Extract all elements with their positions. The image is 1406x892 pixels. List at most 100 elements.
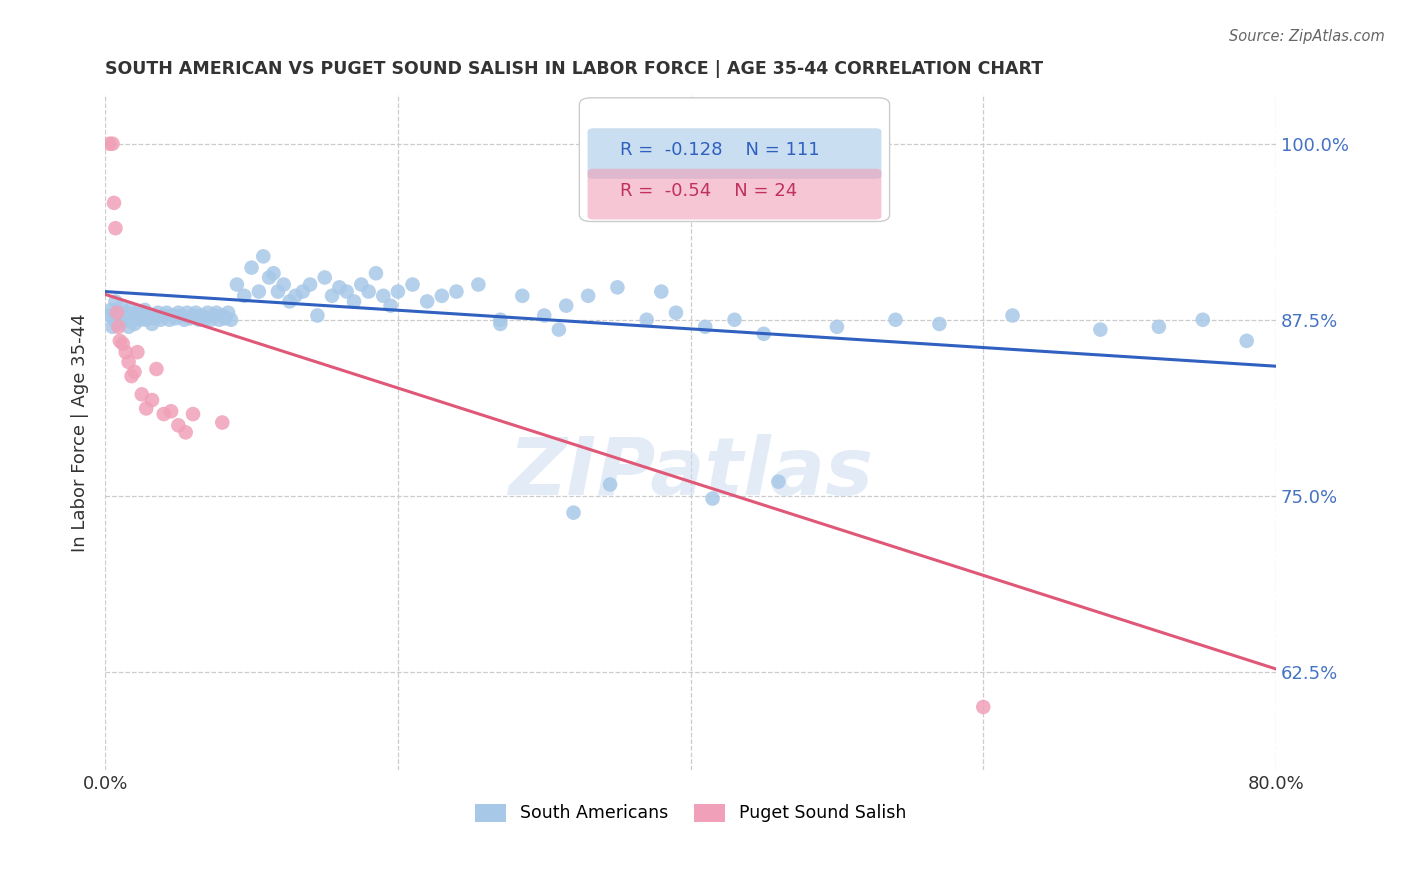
- Point: [723, 312, 745, 326]
- Point: [430, 289, 453, 303]
- Point: [114, 306, 136, 320]
- Point: [576, 289, 599, 303]
- Point: [373, 289, 395, 303]
- Point: [226, 277, 249, 292]
- Point: [217, 306, 239, 320]
- Point: [200, 312, 222, 326]
- Point: [176, 306, 198, 320]
- Point: [510, 289, 533, 303]
- Point: [135, 312, 157, 326]
- Point: [1191, 312, 1213, 326]
- Point: [467, 277, 489, 292]
- Point: [562, 506, 585, 520]
- Point: [184, 306, 207, 320]
- Point: [108, 334, 131, 348]
- Point: [665, 306, 688, 320]
- Point: [291, 285, 314, 299]
- Point: [149, 312, 172, 326]
- Point: [401, 277, 423, 292]
- Point: [160, 404, 183, 418]
- Point: [350, 277, 373, 292]
- Text: ZIPatlas: ZIPatlas: [508, 434, 873, 512]
- Point: [105, 306, 128, 320]
- Point: [252, 249, 274, 263]
- Point: [533, 309, 555, 323]
- Text: SOUTH AMERICAN VS PUGET SOUND SALISH IN LABOR FORCE | AGE 35-44 CORRELATION CHAR: SOUTH AMERICAN VS PUGET SOUND SALISH IN …: [105, 60, 1043, 78]
- Point: [135, 401, 157, 416]
- Point: [121, 369, 143, 384]
- Point: [1001, 309, 1024, 323]
- Point: [114, 345, 136, 359]
- Point: [143, 311, 166, 326]
- Text: Source: ZipAtlas.com: Source: ZipAtlas.com: [1229, 29, 1385, 44]
- Point: [194, 311, 217, 326]
- Point: [299, 277, 322, 292]
- Point: [208, 312, 231, 326]
- Point: [98, 136, 121, 151]
- Point: [107, 311, 129, 326]
- Point: [928, 317, 950, 331]
- Point: [446, 285, 468, 299]
- Point: [606, 280, 628, 294]
- Point: [825, 319, 848, 334]
- Point: [104, 221, 127, 235]
- Point: [343, 294, 366, 309]
- Point: [159, 312, 181, 326]
- Point: [141, 392, 163, 407]
- Point: [328, 280, 350, 294]
- Point: [131, 306, 153, 320]
- Point: [233, 289, 256, 303]
- Text: R =  -0.128    N = 111: R = -0.128 N = 111: [620, 141, 820, 159]
- Point: [489, 317, 512, 331]
- Point: [211, 416, 233, 430]
- Point: [364, 266, 387, 280]
- Point: [387, 285, 409, 299]
- Point: [108, 306, 131, 320]
- Point: [104, 294, 127, 309]
- Point: [167, 418, 190, 433]
- Point: [247, 285, 270, 299]
- Point: [187, 312, 209, 326]
- Point: [547, 323, 569, 337]
- Point: [489, 312, 512, 326]
- Point: [695, 319, 717, 334]
- Point: [124, 317, 146, 331]
- Point: [152, 309, 174, 323]
- Point: [972, 700, 994, 714]
- Point: [156, 306, 179, 320]
- Point: [202, 309, 225, 323]
- Point: [98, 309, 121, 323]
- Point: [314, 270, 336, 285]
- Point: [131, 387, 153, 401]
- Point: [111, 309, 134, 323]
- Point: [121, 309, 143, 323]
- Point: [162, 309, 184, 323]
- Point: [122, 312, 145, 326]
- Point: [257, 270, 280, 285]
- Point: [599, 477, 621, 491]
- Point: [181, 407, 204, 421]
- Point: [1236, 334, 1258, 348]
- Point: [138, 309, 160, 323]
- Point: [263, 266, 285, 280]
- Point: [336, 285, 359, 299]
- Point: [128, 309, 150, 323]
- Point: [191, 309, 214, 323]
- Point: [357, 285, 380, 299]
- Point: [702, 491, 724, 506]
- Point: [100, 302, 122, 317]
- Point: [103, 195, 125, 210]
- Point: [117, 319, 139, 334]
- Point: [636, 312, 658, 326]
- Point: [132, 309, 155, 323]
- Point: [152, 407, 174, 421]
- Point: [141, 317, 163, 331]
- Point: [650, 285, 672, 299]
- Point: [240, 260, 263, 275]
- Point: [219, 312, 242, 326]
- Point: [124, 365, 146, 379]
- Point: [146, 306, 169, 320]
- Point: [112, 314, 135, 328]
- Point: [103, 312, 125, 326]
- Point: [115, 312, 138, 326]
